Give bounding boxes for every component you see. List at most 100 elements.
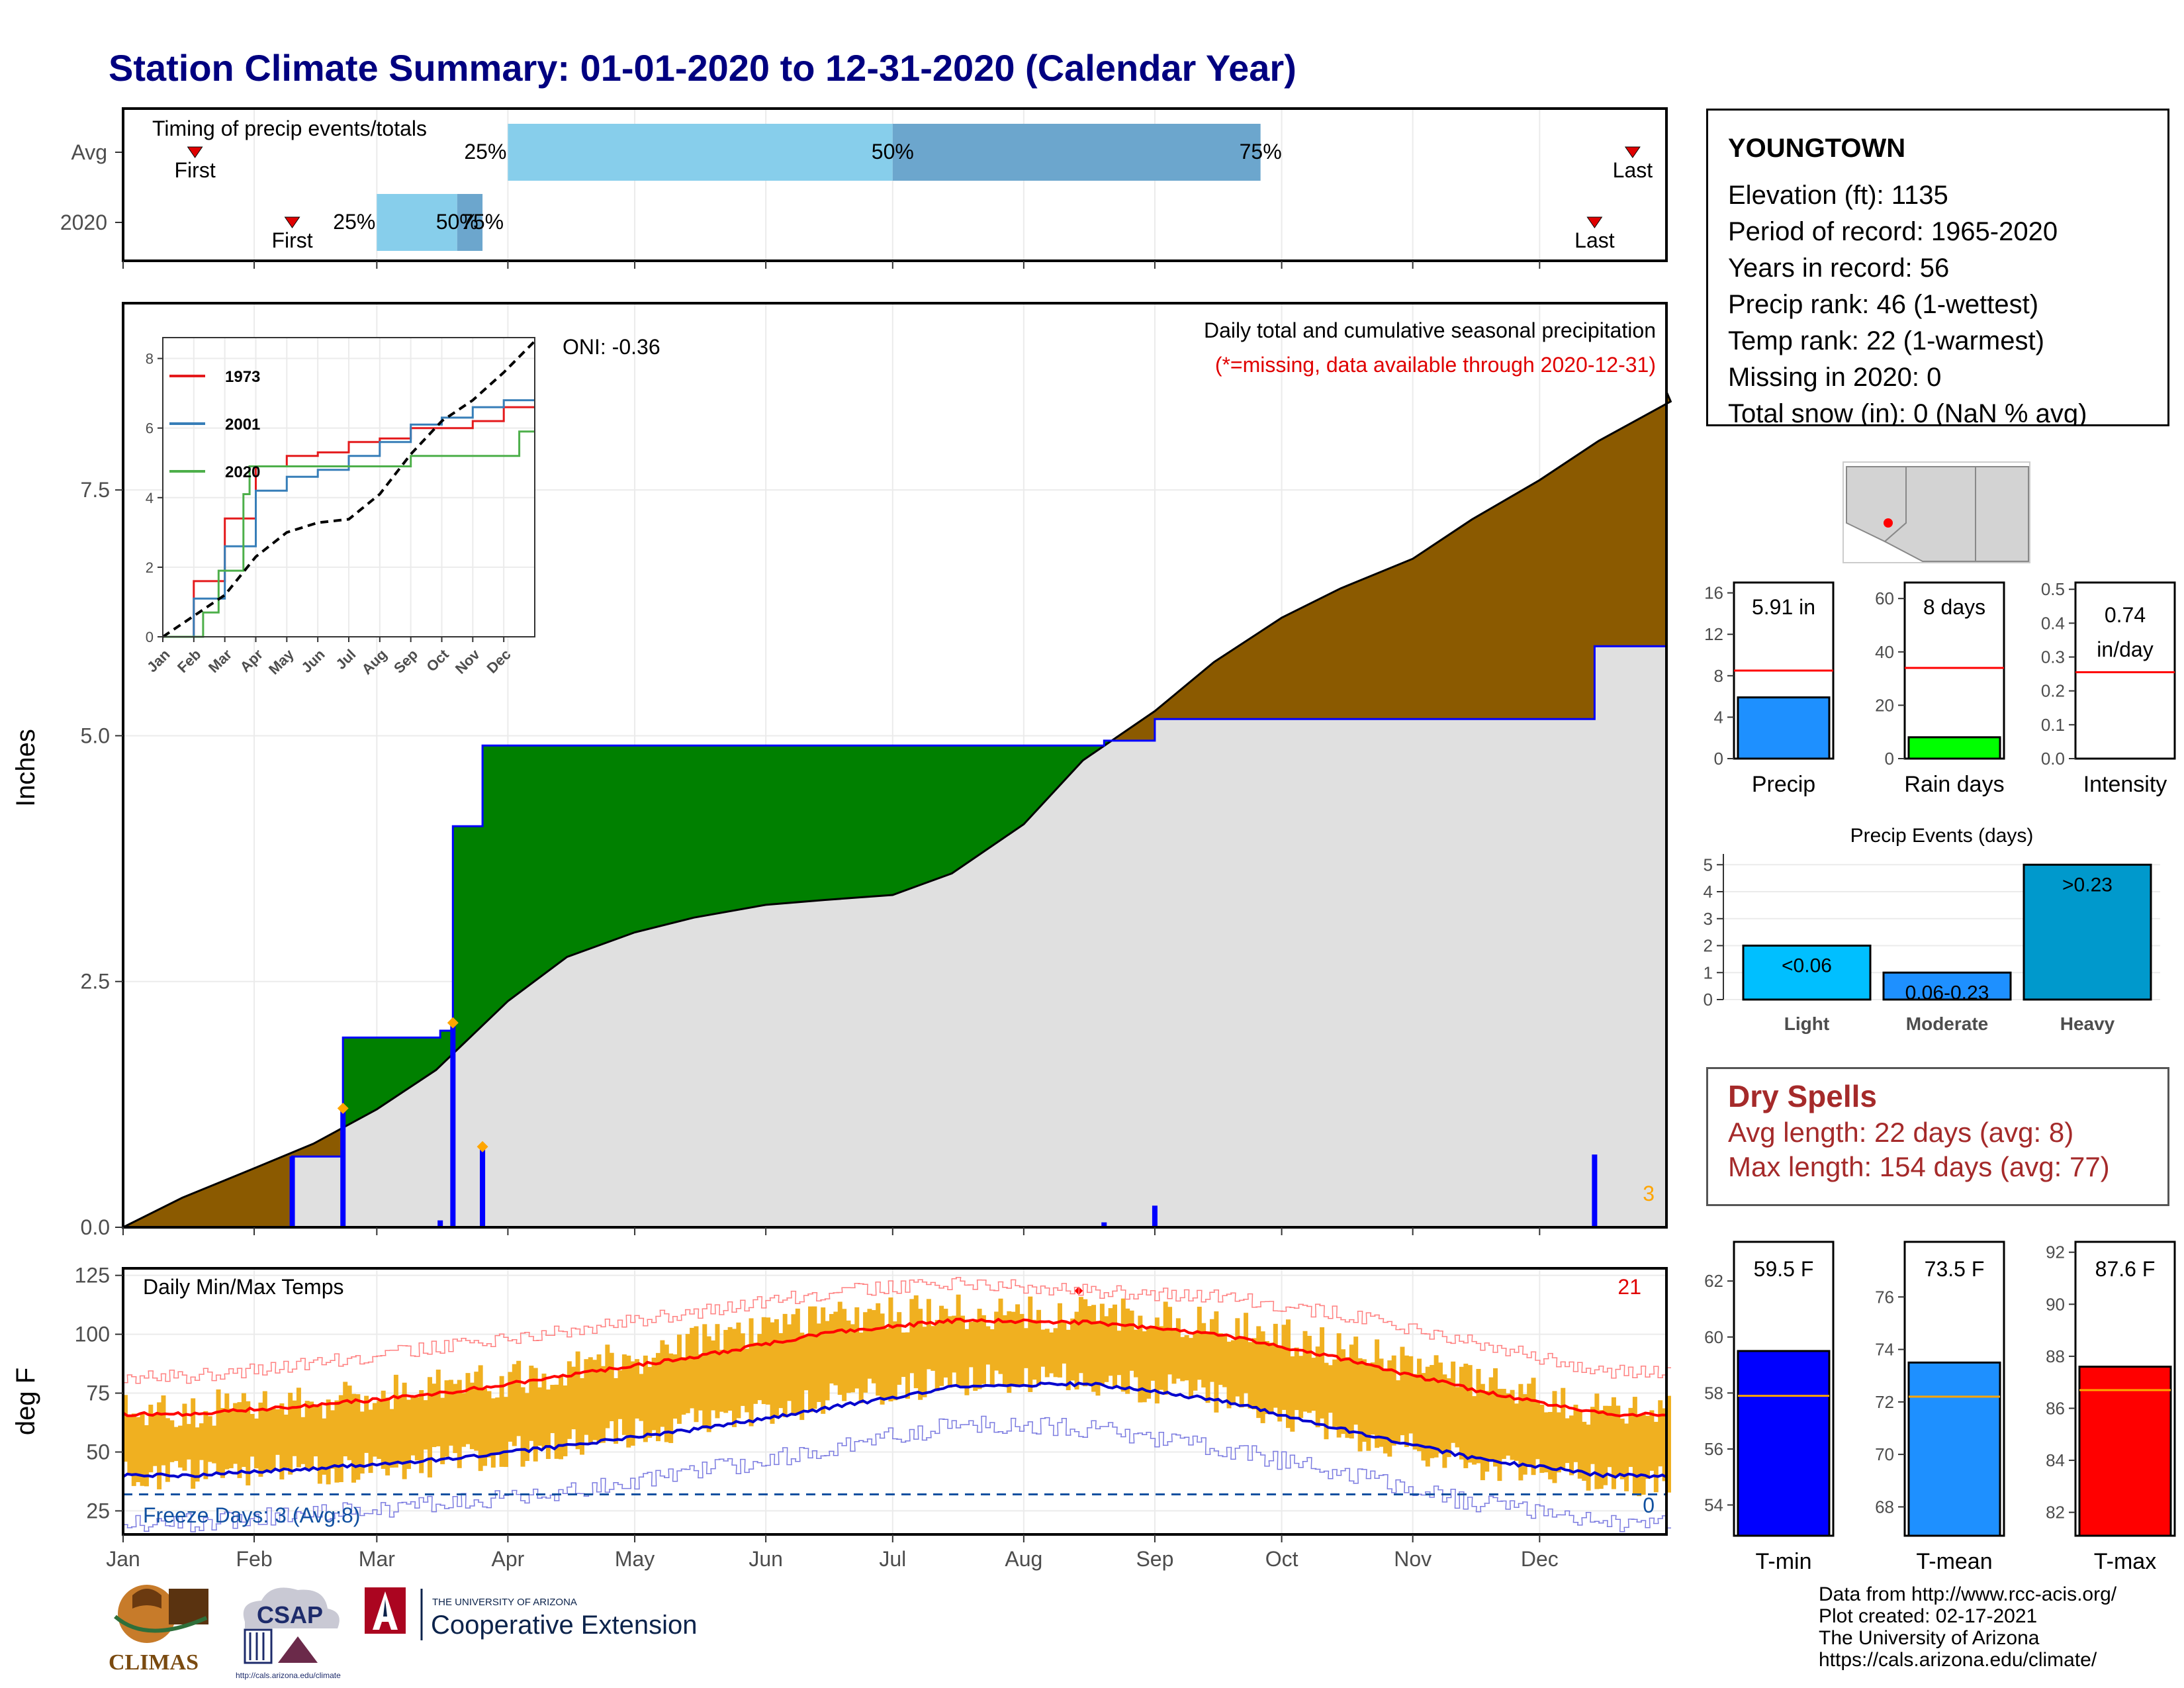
temp-daily-range (1167, 1307, 1173, 1375)
temp-daily-range (296, 1387, 301, 1468)
map-region-east (1975, 466, 2029, 562)
precip-heavy-marker (337, 1102, 349, 1114)
temp-daily-range (1239, 1338, 1244, 1408)
temp-daily-range (563, 1385, 568, 1456)
temp-daily-range (630, 1361, 635, 1446)
temp-daily-range (740, 1333, 745, 1406)
events-bar (1742, 945, 1872, 1001)
temp-daily-range (1049, 1332, 1054, 1374)
temp-daily-range (1180, 1336, 1185, 1382)
temp-daily-range (1590, 1407, 1595, 1464)
temp-daily-range (635, 1359, 640, 1419)
temp-daily-range (681, 1357, 686, 1415)
temp-daily-range (1070, 1318, 1075, 1381)
temp-daily-range (1624, 1423, 1629, 1491)
temp-daily-range (254, 1418, 259, 1469)
temp-daily-range (508, 1372, 513, 1442)
ua-logo-small-text: THE UNIVERSITY OF ARIZONA (432, 1597, 577, 1608)
temp-y-tick-label: 75 (86, 1382, 110, 1405)
temp-y-tick-label: 25 (86, 1499, 110, 1523)
credit-created: Plot created: 02-17-2021 (1819, 1605, 2038, 1627)
temp-daily-range (1273, 1323, 1278, 1408)
temp-daily-range (892, 1321, 897, 1401)
temp-daily-range (1091, 1305, 1097, 1392)
events-y-tick-label: 5 (1704, 855, 1713, 874)
temp-daily-range (1201, 1323, 1206, 1388)
precip-title: Daily total and cumulative seasonal prec… (1204, 318, 1656, 342)
temp-daily-range (766, 1317, 771, 1405)
temp-daily-range (1057, 1303, 1062, 1378)
temp-daily-range (829, 1314, 834, 1383)
mean-temp-y-tick-label: 92 (2046, 1243, 2065, 1262)
temp-daily-range (1083, 1299, 1088, 1387)
temp-daily-range (934, 1319, 940, 1391)
temp-daily-range (1113, 1304, 1118, 1388)
temp-daily-range (1235, 1318, 1240, 1397)
temp-daily-range (1361, 1359, 1367, 1442)
temp-daily-range (1561, 1387, 1566, 1470)
temp-daily-range (169, 1420, 175, 1462)
temp-daily-range (863, 1312, 868, 1393)
timing-year-first-marker (284, 216, 300, 228)
totals-panel (1903, 581, 2005, 760)
station-name: YOUNGTOWN (1728, 134, 1906, 163)
temp-daily-range (732, 1329, 737, 1427)
temp-daily-range (1184, 1335, 1189, 1381)
dry-spells-box: Dry Spells Avg length: 22 days (avg: 8) … (1706, 1067, 2169, 1206)
totals-y-tick-label: 8 (1714, 666, 1723, 686)
temp-daily-range (719, 1350, 724, 1412)
temp-daily-range (537, 1387, 543, 1446)
temp-daily-range (1653, 1421, 1659, 1493)
temp-daily-range (195, 1427, 200, 1482)
temp-daily-range (504, 1397, 508, 1468)
temp-daily-range (423, 1400, 428, 1450)
temp-daily-range (1417, 1358, 1422, 1452)
precip-avg-cumulative-line (122, 391, 1672, 1229)
events-y-tick-label: 1 (1704, 962, 1713, 982)
temp-daily-range (428, 1377, 432, 1477)
precip-daily-bar (1592, 1154, 1598, 1227)
events-bar-label: 0.06-0.23 (1905, 982, 1989, 1004)
temp-daily-range (1193, 1333, 1198, 1391)
totals-y-tick-label: 0.4 (2041, 613, 2065, 633)
temp-daily-range (1332, 1359, 1338, 1427)
temp-daily-range (1548, 1412, 1553, 1479)
timing-year-last-marker (1586, 216, 1603, 228)
temp-daily-range (1244, 1313, 1249, 1393)
temp-daily-range (791, 1314, 796, 1415)
temp-freeze-count: 0 (1643, 1493, 1655, 1517)
temp-daily-range (330, 1410, 336, 1469)
temp-daily-range (1430, 1365, 1435, 1458)
temp-daily-range (1159, 1326, 1164, 1390)
ua-logo: THE UNIVERSITY OF ARIZONA Cooperative Ex… (365, 1587, 697, 1640)
temp-daily-range (1095, 1321, 1101, 1396)
temp-daily-range (1040, 1329, 1046, 1367)
temp-daily-range (1442, 1374, 1447, 1468)
temp-daily-range (486, 1391, 492, 1458)
temp-x-tick-label: Feb (236, 1547, 272, 1571)
temp-daily-range (469, 1382, 475, 1450)
climas-logo-text: CLIMAS (109, 1650, 199, 1675)
temp-daily-range (600, 1366, 606, 1443)
inset-y-tick-label: 0 (146, 629, 154, 645)
temp-daily-range (550, 1385, 555, 1433)
temp-daily-range (140, 1412, 145, 1486)
temp-daily-range (1615, 1405, 1621, 1476)
temp-x-tick-label: May (615, 1547, 655, 1571)
events-y-tick-label: 3 (1704, 909, 1713, 929)
temp-daily-range (313, 1407, 318, 1457)
temp-daily-range (478, 1365, 483, 1472)
temp-daily-range (571, 1366, 576, 1430)
totals-panel (2074, 581, 2176, 760)
temp-avg-high-line (122, 1317, 1667, 1418)
temp-daily-range (1116, 1331, 1122, 1376)
totals-value-label: 5.91 in (1752, 595, 1815, 619)
temp-daily-range (1387, 1360, 1392, 1457)
totals-y-tick-label: 0.1 (2041, 715, 2065, 735)
temp-daily-range (1044, 1329, 1050, 1378)
temp-daily-range (1269, 1342, 1274, 1413)
temp-daily-range (1632, 1397, 1637, 1495)
mean-temp-category-label: T-min (1756, 1549, 1812, 1574)
